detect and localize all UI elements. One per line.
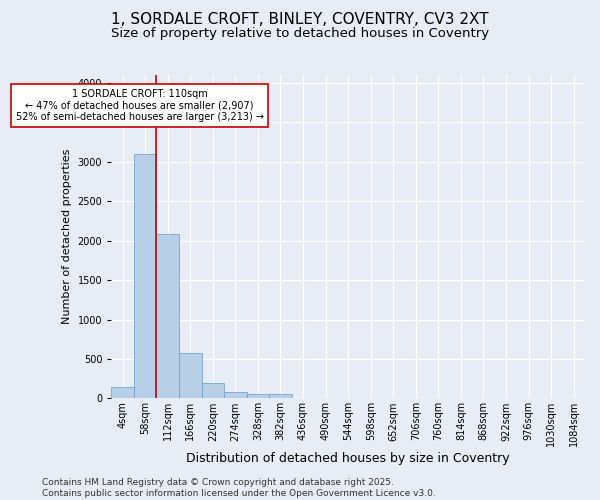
Bar [157, 234, 179, 398]
Text: Size of property relative to detached houses in Coventry: Size of property relative to detached ho… [111, 28, 489, 40]
Bar [112, 388, 134, 398]
Bar [202, 382, 224, 398]
Bar [179, 352, 202, 399]
Text: 1, SORDALE CROFT, BINLEY, COVENTRY, CV3 2XT: 1, SORDALE CROFT, BINLEY, COVENTRY, CV3 … [111, 12, 489, 28]
Text: Contains HM Land Registry data © Crown copyright and database right 2025.
Contai: Contains HM Land Registry data © Crown c… [42, 478, 436, 498]
Bar [134, 154, 157, 398]
Bar [224, 392, 247, 398]
Y-axis label: Number of detached properties: Number of detached properties [62, 149, 72, 324]
Bar [247, 394, 269, 398]
Bar [269, 394, 292, 398]
Text: 1 SORDALE CROFT: 110sqm
← 47% of detached houses are smaller (2,907)
52% of semi: 1 SORDALE CROFT: 110sqm ← 47% of detache… [16, 89, 263, 122]
X-axis label: Distribution of detached houses by size in Coventry: Distribution of detached houses by size … [187, 452, 510, 465]
